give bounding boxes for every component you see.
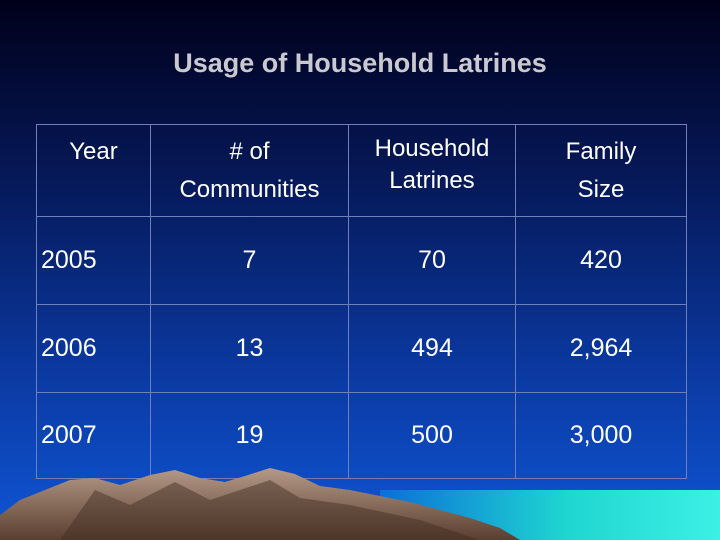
header-communities: # of Communities [150,124,349,217]
header-family-size: Family Size [515,124,687,217]
header-household-latrines: Household Latrines [348,124,516,217]
cell-family-size: 420 [515,216,687,305]
mountain-range [0,468,520,540]
table-row: 2007 19 500 3,000 [36,392,687,479]
cell-latrines: 70 [348,216,516,305]
slide-title: Usage of Household Latrines [173,48,547,78]
cell-family-size: 3,000 [515,392,687,479]
cell-year: 2006 [36,304,151,393]
latrine-usage-table: Year # of Communities Household Latrines F… [36,124,687,479]
cell-year: 2007 [36,392,151,479]
cell-communities: 13 [150,304,349,393]
cell-latrines: 500 [348,392,516,479]
mountain-shadow [60,480,480,540]
cell-communities: 19 [150,392,349,479]
table-row: 2006 13 494 2,964 [36,304,687,393]
mountain-landscape [0,468,720,540]
cell-communities: 7 [150,216,349,305]
cell-latrines: 494 [348,304,516,393]
table-row: 2005 7 70 420 [36,216,687,305]
table-header-row: Year # of Communities Household Latrines F… [36,124,687,217]
cell-year: 2005 [36,216,151,305]
cell-family-size: 2,964 [515,304,687,393]
header-year: Year [36,124,151,217]
